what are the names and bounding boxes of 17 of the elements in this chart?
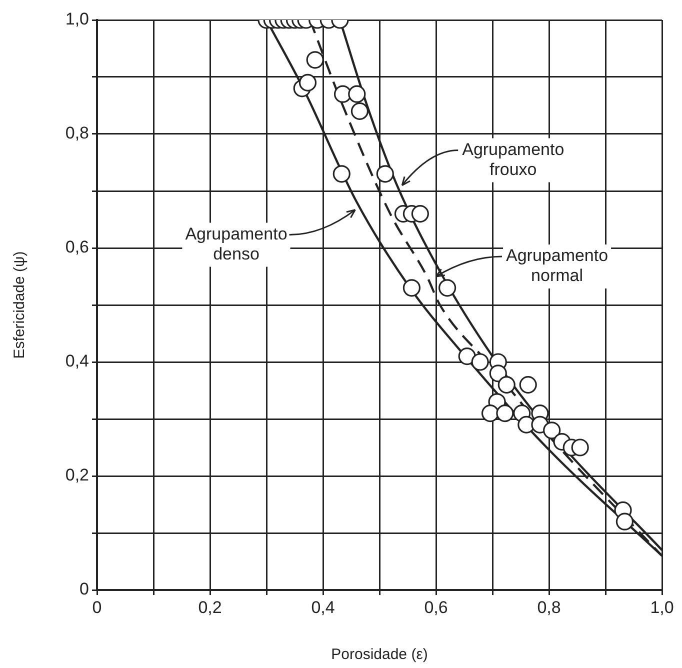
x-axis-title: Porosidade (ε) [331, 646, 428, 664]
x-tick-label: 0,6 [424, 598, 448, 617]
y-tick-label: 0 [80, 580, 89, 599]
y-tick-label: 0,4 [65, 352, 89, 371]
x-tick-label: 0,4 [311, 598, 335, 617]
annotation: Agrupamento frouxo [462, 140, 564, 179]
y-tick-label: 0,8 [65, 124, 89, 143]
x-tick-label: 1,0 [650, 598, 674, 617]
y-tick-label: 0,6 [65, 238, 89, 257]
y-tick-label: 1,0 [65, 10, 89, 29]
annotation: Agrupamento normal [506, 246, 608, 286]
x-tick-label: 0 [92, 598, 102, 617]
y-axis-title: Esfericidade (ψ) [11, 251, 28, 359]
annotation: Agrupamento denso [185, 224, 288, 264]
x-tick-label: 0,8 [537, 598, 561, 617]
y-tick-label: 0,2 [65, 466, 89, 485]
x-tick-label: 0,2 [198, 598, 222, 617]
